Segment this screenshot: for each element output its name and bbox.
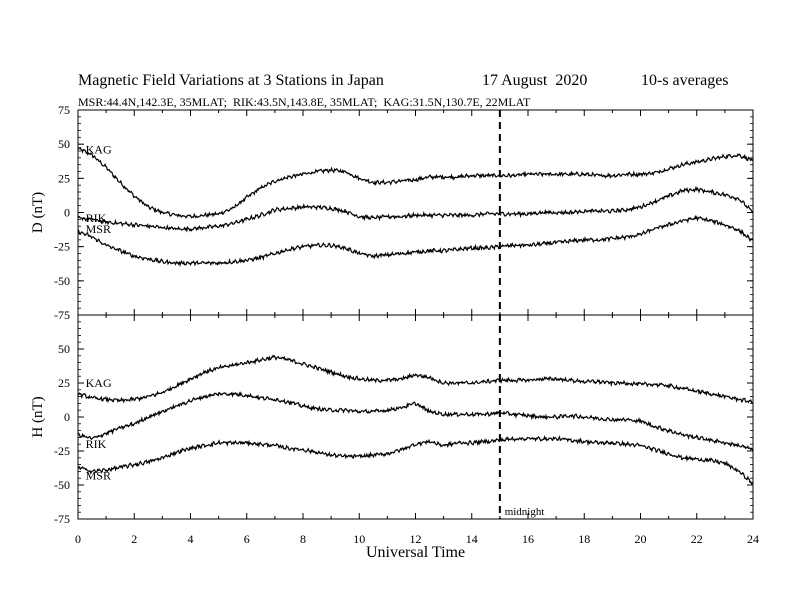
chart-date: 17 August 2020 — [482, 72, 588, 89]
series-label-rik: RIK — [86, 437, 107, 451]
x-tick-label: 4 — [188, 532, 194, 546]
x-tick-label: 14 — [466, 532, 478, 546]
y-tick-label: 0 — [64, 206, 70, 220]
x-tick-label: 10 — [353, 532, 365, 546]
x-tick-label: 0 — [75, 532, 81, 546]
x-tick-label: 6 — [244, 532, 250, 546]
series-label-msr: MSR — [86, 468, 111, 482]
x-tick-label: 16 — [522, 532, 534, 546]
y-tick-label: 50 — [58, 137, 70, 151]
midnight-annotation: midnight — [505, 506, 545, 518]
x-tick-label: 8 — [300, 532, 306, 546]
y-tick-label: 75 — [58, 103, 70, 117]
y-tick-label: -25 — [54, 444, 70, 458]
series-line-top-rik — [77, 185, 754, 233]
panel-frame-top — [77, 109, 754, 316]
x-tick-label: 12 — [410, 532, 422, 546]
series-label-rik: RIK — [86, 211, 107, 225]
series-line-bottom-rik — [77, 391, 754, 452]
series-label-kag: KAG — [86, 376, 112, 390]
x-tick-label: 24 — [747, 532, 759, 546]
x-tick-label: 18 — [578, 532, 590, 546]
chart-averaging: 10-s averages — [641, 72, 729, 89]
y-tick-label: 0 — [64, 410, 70, 424]
x-tick-label: 20 — [635, 532, 647, 546]
series-line-top-msr — [77, 214, 754, 268]
y-tick-label: -75 — [54, 512, 70, 526]
series-line-bottom-rik — [77, 435, 754, 485]
y-axis-label: D (nT) — [30, 192, 46, 233]
y-tick-label: 25 — [58, 376, 70, 390]
y-tick-label: -50 — [54, 478, 70, 492]
series-line-top-kag — [77, 146, 754, 219]
chart-title: Magnetic Field Variations at 3 Stations … — [78, 72, 384, 89]
y-tick-label: -25 — [54, 240, 70, 254]
x-tick-label: 22 — [691, 532, 703, 546]
y-tick-label: 50 — [58, 342, 70, 356]
x-tick-label: 2 — [131, 532, 137, 546]
x-axis-label: Universal Time — [366, 544, 465, 561]
series-label-msr: MSR — [86, 222, 111, 236]
y-tick-label: 25 — [58, 171, 70, 185]
y-tick-label: -75 — [54, 308, 70, 322]
series-line-bottom-kag — [77, 354, 754, 404]
station-info: MSR:44.4N,142.3E, 35MLAT; RIK:43.5N,143.… — [78, 95, 531, 109]
panel-frame-bottom — [77, 314, 754, 520]
series-label-kag: KAG — [86, 143, 112, 157]
y-axis-label: H (nT) — [30, 396, 46, 437]
y-tick-label: -50 — [54, 274, 70, 288]
